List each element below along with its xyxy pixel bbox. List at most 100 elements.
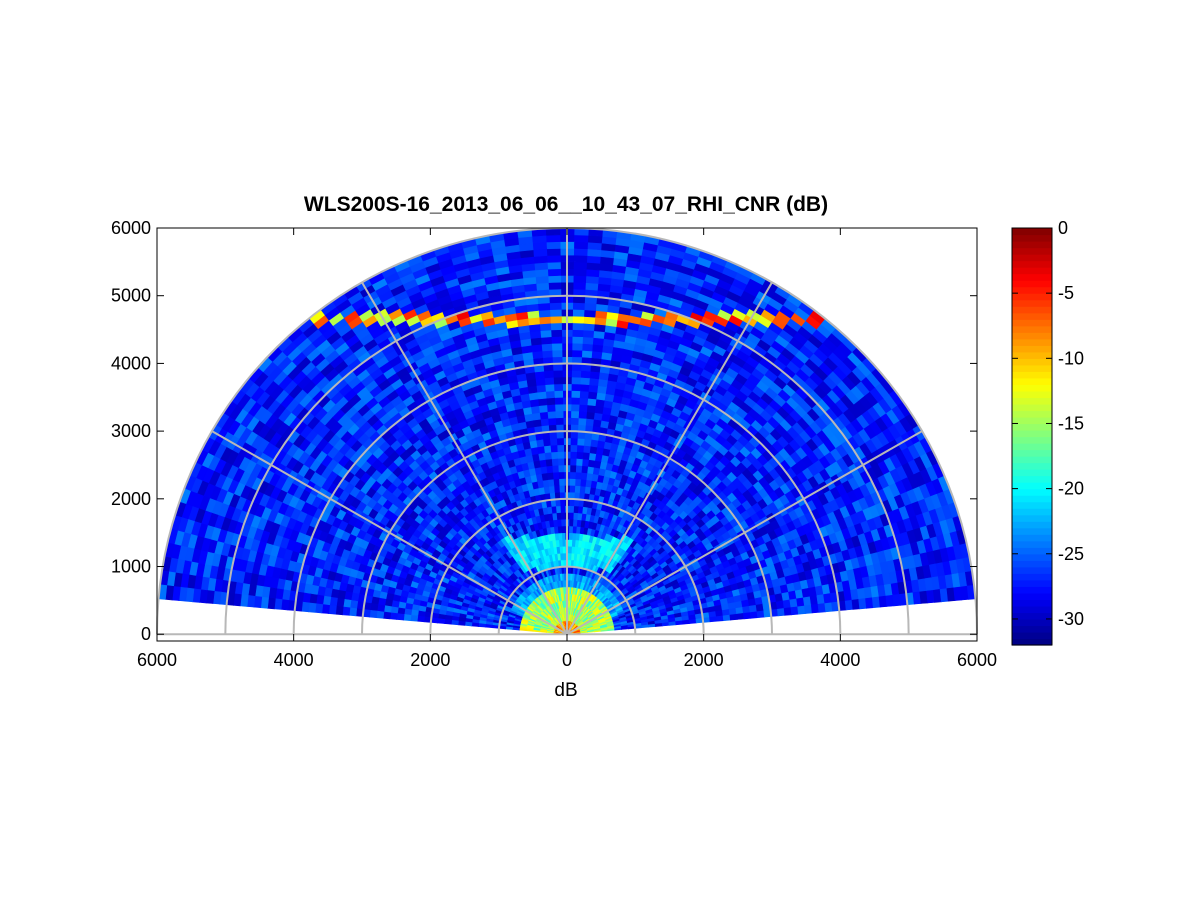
cnr-cell	[553, 390, 564, 398]
cnr-cell	[776, 607, 786, 617]
cnr-cell	[568, 518, 574, 527]
cnr-cell	[550, 451, 559, 460]
cnr-cell	[530, 337, 542, 346]
cnr-cell	[844, 599, 854, 611]
cnr-cell	[533, 262, 549, 271]
cnr-cell	[568, 532, 573, 540]
cnr-cell	[583, 309, 596, 318]
cnr-cell	[549, 315, 562, 324]
cnr-cell	[575, 451, 584, 460]
cnr-cell	[537, 397, 548, 407]
cnr-cell	[775, 599, 785, 610]
cnr-cell	[573, 505, 579, 514]
cnr-cell	[572, 525, 577, 534]
cnr-cell	[534, 370, 545, 380]
cnr-cell	[559, 505, 566, 513]
cnr-cell	[550, 329, 563, 338]
cnr-cell	[569, 464, 577, 473]
cnr-cell	[572, 512, 579, 520]
cnr-cell	[544, 376, 555, 386]
cnr-cell	[569, 437, 578, 446]
cnr-cell	[575, 464, 583, 473]
cnr-cell	[592, 337, 604, 346]
cnr-cell	[586, 404, 596, 413]
cnr-cell	[797, 605, 806, 615]
cnr-cell	[824, 601, 833, 613]
cnr-cell	[573, 248, 588, 256]
cnr-cell	[586, 248, 602, 257]
cnr-cell	[592, 418, 602, 428]
cnr-cell	[588, 384, 599, 393]
cnr-cell	[546, 248, 561, 256]
cnr-cell	[538, 309, 551, 318]
cnr-cell	[573, 234, 589, 243]
cnr-cell	[573, 261, 588, 270]
cnr-cell	[545, 390, 555, 399]
cnr-cell	[547, 417, 557, 426]
cnr-cell	[548, 281, 562, 290]
cnr-cell	[553, 383, 564, 392]
cnr-cell	[575, 458, 583, 466]
cnr-cell	[591, 350, 603, 360]
cnr-cell	[587, 459, 596, 468]
cnr-cell	[588, 377, 599, 386]
cnr-cell	[576, 437, 585, 446]
cnr-cell	[543, 370, 554, 379]
cnr-cell	[571, 342, 583, 351]
cnr-cell	[556, 437, 565, 446]
cnr-cell	[549, 444, 558, 453]
cnr-cell	[573, 241, 589, 250]
cnr-cell	[537, 302, 551, 311]
cnr-cell	[586, 465, 595, 475]
cnr-cell	[790, 605, 799, 616]
cnr-cell	[569, 457, 577, 466]
cnr-cell	[570, 417, 579, 425]
cnr-cell	[579, 383, 590, 392]
cnr-cell	[540, 336, 552, 345]
cnr-cell	[554, 410, 564, 419]
cnr-cell	[572, 308, 585, 317]
cnr-cell	[536, 391, 547, 400]
cnr-cell	[541, 349, 553, 359]
cnr-cell	[580, 472, 588, 481]
cnr-cells	[158, 227, 976, 635]
cnr-cell	[539, 329, 552, 338]
cnr-cell	[585, 268, 600, 278]
cnr-cell	[550, 322, 562, 331]
cnr-cell	[578, 397, 589, 406]
cnr-cell	[570, 390, 581, 398]
cnr-cell	[546, 254, 561, 263]
cnr-cell	[580, 465, 589, 474]
cnr-cell	[532, 241, 547, 251]
cnr-cell	[538, 316, 551, 325]
cnr-cell	[553, 376, 563, 385]
cnr-cell	[570, 396, 580, 405]
cnr-cell	[545, 241, 561, 250]
cnr-cell	[568, 545, 572, 554]
cnr-cell	[552, 369, 563, 378]
cnr-cell	[571, 376, 581, 385]
cnr-cell	[583, 438, 592, 447]
cnr-cell	[545, 465, 554, 474]
cnr-cell	[547, 275, 562, 283]
cnr-cell	[544, 451, 552, 460]
cnr-cell	[554, 396, 564, 405]
cnr-cell	[571, 329, 584, 338]
cnr-cell	[587, 391, 598, 400]
cnr-cell	[804, 604, 813, 614]
cnr-cell	[534, 268, 549, 278]
cnr-cell	[582, 336, 594, 345]
cnr-cell	[546, 261, 561, 270]
cnr-cell	[556, 451, 565, 459]
cnr-cell	[531, 234, 547, 244]
cnr-cell	[817, 602, 827, 613]
cnr-cell	[560, 512, 566, 520]
cnr-cell	[571, 349, 583, 358]
cnr-cell	[584, 282, 599, 291]
cnr-cell	[542, 438, 551, 447]
cnr-cell	[567, 559, 572, 567]
cnr-cell	[572, 268, 587, 277]
cnr-cell	[551, 349, 563, 358]
cnr-cell	[535, 384, 546, 393]
cnr-cell	[570, 383, 581, 392]
